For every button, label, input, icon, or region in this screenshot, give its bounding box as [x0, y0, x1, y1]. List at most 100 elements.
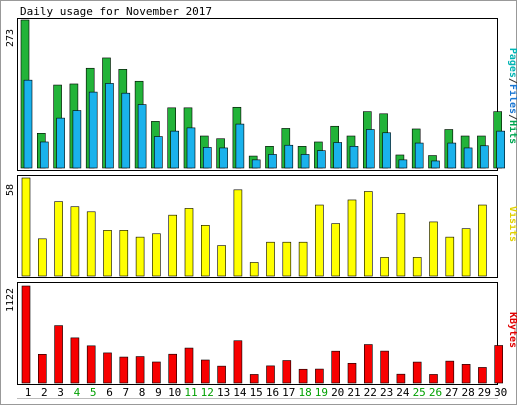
files-bar — [72, 110, 82, 169]
files-bar — [300, 154, 310, 169]
hits-max-label: 273 — [5, 29, 16, 47]
visits-bar — [315, 204, 324, 277]
kbytes-bar — [396, 373, 406, 384]
kbytes-legend-word: KBytes — [507, 312, 517, 348]
visits-max-label: 58 — [5, 184, 16, 196]
files-bar — [170, 130, 179, 169]
visits-bar — [298, 241, 308, 277]
day-label: 4 — [74, 386, 81, 399]
files-bar — [284, 144, 294, 169]
day-label: 21 — [347, 386, 360, 399]
files-bar — [268, 154, 277, 169]
visits-bar — [103, 230, 112, 277]
day-label: 18 — [298, 386, 311, 399]
kbytes-bar — [233, 340, 243, 384]
visits-bar — [86, 211, 96, 277]
day-label: 14 — [233, 386, 247, 399]
day-label: 1 — [25, 386, 32, 399]
visits-bar — [135, 236, 145, 277]
files-bar — [365, 129, 375, 169]
kbytes-bar — [201, 359, 210, 384]
kbytes-bar — [331, 350, 341, 384]
files-bar — [463, 147, 473, 169]
visits-bar — [380, 257, 389, 277]
files-bar — [121, 92, 131, 169]
visits-bar — [282, 241, 292, 277]
day-label: 28 — [461, 386, 474, 399]
files-bar — [398, 159, 408, 169]
kbytes-bar — [54, 325, 63, 384]
visits-bar — [184, 208, 194, 277]
kbytes-bar — [478, 367, 487, 384]
visits-bar — [266, 241, 275, 277]
day-label: 15 — [250, 386, 263, 399]
files-bar — [56, 117, 65, 169]
files-bar — [317, 150, 326, 169]
visits-bar — [396, 213, 406, 277]
day-label: 10 — [168, 386, 181, 399]
visits-bar — [347, 199, 357, 277]
kbytes-bar — [282, 360, 292, 384]
files-bar — [251, 159, 261, 169]
kbytes-bar — [494, 345, 504, 384]
visits-bar — [412, 257, 422, 277]
day-label: 17 — [282, 386, 295, 399]
files-bar — [186, 127, 196, 169]
kbytes-bar — [298, 368, 308, 384]
hits-legend: Pages/Files/Hits — [507, 48, 517, 144]
kbytes-max-label: 1122 — [5, 288, 16, 312]
visits-bar — [201, 225, 210, 277]
kbytes-bar — [184, 347, 194, 384]
day-label: 7 — [122, 386, 129, 399]
visits-bar — [54, 201, 63, 277]
day-label: 30 — [494, 386, 507, 399]
visits-bar — [461, 228, 471, 277]
files-bar — [219, 147, 228, 169]
day-label: 16 — [266, 386, 279, 399]
files-bar — [349, 146, 359, 169]
kbytes-legend: KBytes — [507, 312, 517, 348]
visits-bar — [168, 214, 177, 277]
visits-bar — [21, 177, 31, 277]
visits-legend: Visits — [507, 206, 517, 242]
visits-bar — [445, 236, 455, 277]
files-bar — [496, 130, 506, 169]
kbytes-bar — [363, 344, 373, 384]
kbytes-bar — [461, 364, 471, 384]
files-bar — [235, 123, 245, 169]
hits-legend-word: Pages — [507, 48, 517, 78]
day-label: 13 — [217, 386, 230, 399]
day-label: 6 — [106, 386, 113, 399]
files-bar — [382, 132, 391, 169]
day-label: 26 — [429, 386, 442, 399]
visits-legend-word: Visits — [507, 206, 517, 242]
day-label: 8 — [139, 386, 146, 399]
kbytes-bar — [412, 361, 422, 384]
day-label: 2 — [41, 386, 48, 399]
hits-legend-word: Files — [507, 84, 517, 114]
visits-bar — [331, 223, 341, 277]
kbytes-bar — [217, 365, 226, 384]
files-bar — [23, 79, 33, 169]
kbytes-bar — [37, 353, 47, 384]
day-label: 25 — [413, 386, 426, 399]
hits-legend-word: / — [507, 114, 517, 120]
files-bar — [333, 142, 343, 169]
visits-bar — [478, 204, 487, 277]
kbytes-bar — [135, 356, 145, 384]
visits-bar — [119, 230, 129, 277]
kbytes-bar — [266, 365, 275, 384]
kbytes-bar — [70, 337, 80, 384]
visits-bar — [217, 245, 226, 277]
day-label: 23 — [380, 386, 393, 399]
visits-bar — [429, 221, 438, 277]
visits-bar — [233, 189, 243, 277]
day-label: 19 — [315, 386, 328, 399]
visits-bar — [249, 262, 259, 277]
files-bar — [203, 147, 212, 169]
files-bar — [137, 104, 147, 169]
kbytes-bar — [119, 356, 129, 384]
kbytes-bar — [168, 353, 177, 384]
